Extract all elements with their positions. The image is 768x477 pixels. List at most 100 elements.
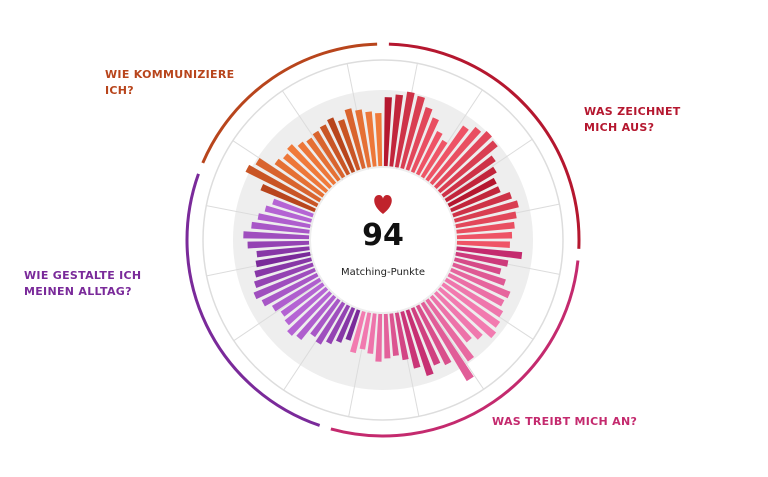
bar: [310, 298, 341, 338]
bar: [447, 177, 497, 208]
score: 94: [362, 218, 404, 253]
bar: [355, 109, 372, 168]
bar: [350, 310, 366, 354]
bar: [245, 164, 319, 208]
bar: [452, 262, 506, 286]
bar: [255, 157, 322, 203]
group-label: WAS TREIBT MICH AN?: [492, 415, 638, 428]
bar: [326, 304, 351, 345]
bar: [444, 166, 497, 203]
bar: [383, 313, 391, 359]
bar: [359, 312, 372, 350]
bar: [256, 246, 310, 258]
bar: [375, 113, 383, 167]
bar: [433, 290, 483, 340]
bar: [441, 155, 496, 198]
bar: [243, 231, 310, 240]
spoke: [422, 299, 485, 390]
bar: [444, 277, 504, 318]
bar: [283, 153, 329, 194]
bar: [257, 213, 311, 229]
bar: [394, 312, 409, 361]
bar: [415, 130, 443, 176]
bar: [447, 272, 505, 307]
bar: [433, 131, 492, 190]
bar: [287, 290, 333, 336]
bar: [315, 301, 346, 345]
bar: [287, 144, 333, 190]
group-arc: [185, 173, 321, 427]
bar: [389, 94, 404, 167]
bar: [400, 95, 425, 170]
outer-circle: [202, 59, 564, 421]
bar: [375, 313, 383, 362]
score-label: Matching-Punkte: [341, 267, 425, 278]
group-label: WAS ZEICHNET MICH AUS?: [584, 105, 681, 134]
bar: [264, 205, 313, 223]
bar: [306, 137, 341, 182]
spoke: [233, 279, 324, 342]
bar: [455, 251, 509, 267]
bar: [441, 282, 501, 328]
group-arc: [388, 42, 581, 249]
group-arc: [330, 260, 580, 438]
bar: [296, 294, 337, 340]
bar: [253, 267, 316, 300]
bar: [437, 286, 497, 339]
group-label: WIE KOMMUNIZIERE ICH?: [105, 68, 235, 97]
bar: [456, 246, 523, 260]
bar: [297, 141, 337, 186]
bar: [319, 124, 351, 176]
bar: [336, 307, 356, 343]
bar: [453, 257, 502, 275]
group-arc: [201, 42, 378, 164]
bar: [274, 158, 325, 198]
bar: [410, 307, 441, 366]
bar: [429, 126, 482, 186]
bar: [383, 97, 392, 167]
bar: [312, 130, 346, 179]
bar: [420, 301, 474, 382]
bar: [345, 309, 361, 341]
group-label: WIE GESTALTE ICH MEINEN ALLTAG?: [24, 269, 142, 298]
bar: [456, 221, 515, 234]
bar: [280, 282, 325, 317]
bar: [437, 140, 498, 194]
bar: [456, 240, 510, 248]
bar: [410, 117, 439, 173]
bar: [272, 198, 314, 218]
bar: [367, 313, 377, 354]
bar: [452, 192, 512, 218]
bar: [456, 231, 513, 240]
center-circle: [311, 168, 455, 312]
bar: [453, 200, 519, 223]
bar: [450, 186, 501, 213]
bar: [455, 211, 517, 229]
bar: [271, 277, 322, 312]
bar: [247, 240, 310, 249]
bar: [415, 304, 452, 366]
bar: [400, 310, 421, 369]
bar: [255, 251, 311, 268]
bar: [425, 125, 469, 182]
bar: [394, 91, 415, 168]
bar: [425, 298, 475, 362]
bar: [261, 272, 319, 307]
bar: [254, 262, 314, 288]
bar: [284, 286, 329, 326]
bar: [405, 309, 434, 377]
bar: [450, 267, 511, 299]
bar: [420, 139, 448, 179]
spoke: [281, 90, 344, 181]
bar: [365, 111, 377, 167]
bar: [254, 257, 313, 278]
bar: [405, 106, 433, 171]
bar: [338, 119, 361, 171]
bar: [327, 117, 356, 173]
bar: [429, 294, 472, 343]
spoke: [442, 138, 533, 201]
bar: [389, 313, 399, 356]
heart-icon: [374, 195, 392, 214]
